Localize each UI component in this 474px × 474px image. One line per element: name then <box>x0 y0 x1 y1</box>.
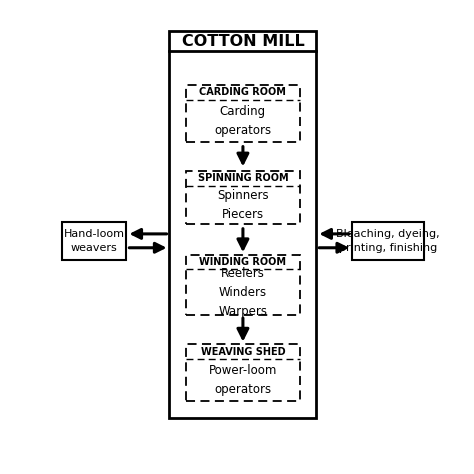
Text: Power-loom
operators: Power-loom operators <box>209 364 277 396</box>
Bar <box>186 255 300 315</box>
Text: Carding
operators: Carding operators <box>214 105 272 137</box>
Text: Bleaching, dyeing,
printing, finishing: Bleaching, dyeing, printing, finishing <box>336 229 440 253</box>
Bar <box>186 171 300 224</box>
Text: Reelers
Winders
Warpers: Reelers Winders Warpers <box>219 267 267 318</box>
Text: WEAVING SHED: WEAVING SHED <box>201 346 285 356</box>
Text: WINDING ROOM: WINDING ROOM <box>200 257 286 267</box>
Bar <box>186 344 300 401</box>
FancyBboxPatch shape <box>169 31 316 418</box>
Text: Hand-loom
weavers: Hand-loom weavers <box>64 229 125 253</box>
Text: CARDING ROOM: CARDING ROOM <box>200 88 286 98</box>
Bar <box>62 222 126 260</box>
Bar <box>186 85 300 142</box>
Text: Spinners
Piecers: Spinners Piecers <box>217 189 269 221</box>
Text: COTTON MILL: COTTON MILL <box>182 34 304 49</box>
Bar <box>352 222 424 260</box>
Text: SPINNING ROOM: SPINNING ROOM <box>198 173 288 183</box>
